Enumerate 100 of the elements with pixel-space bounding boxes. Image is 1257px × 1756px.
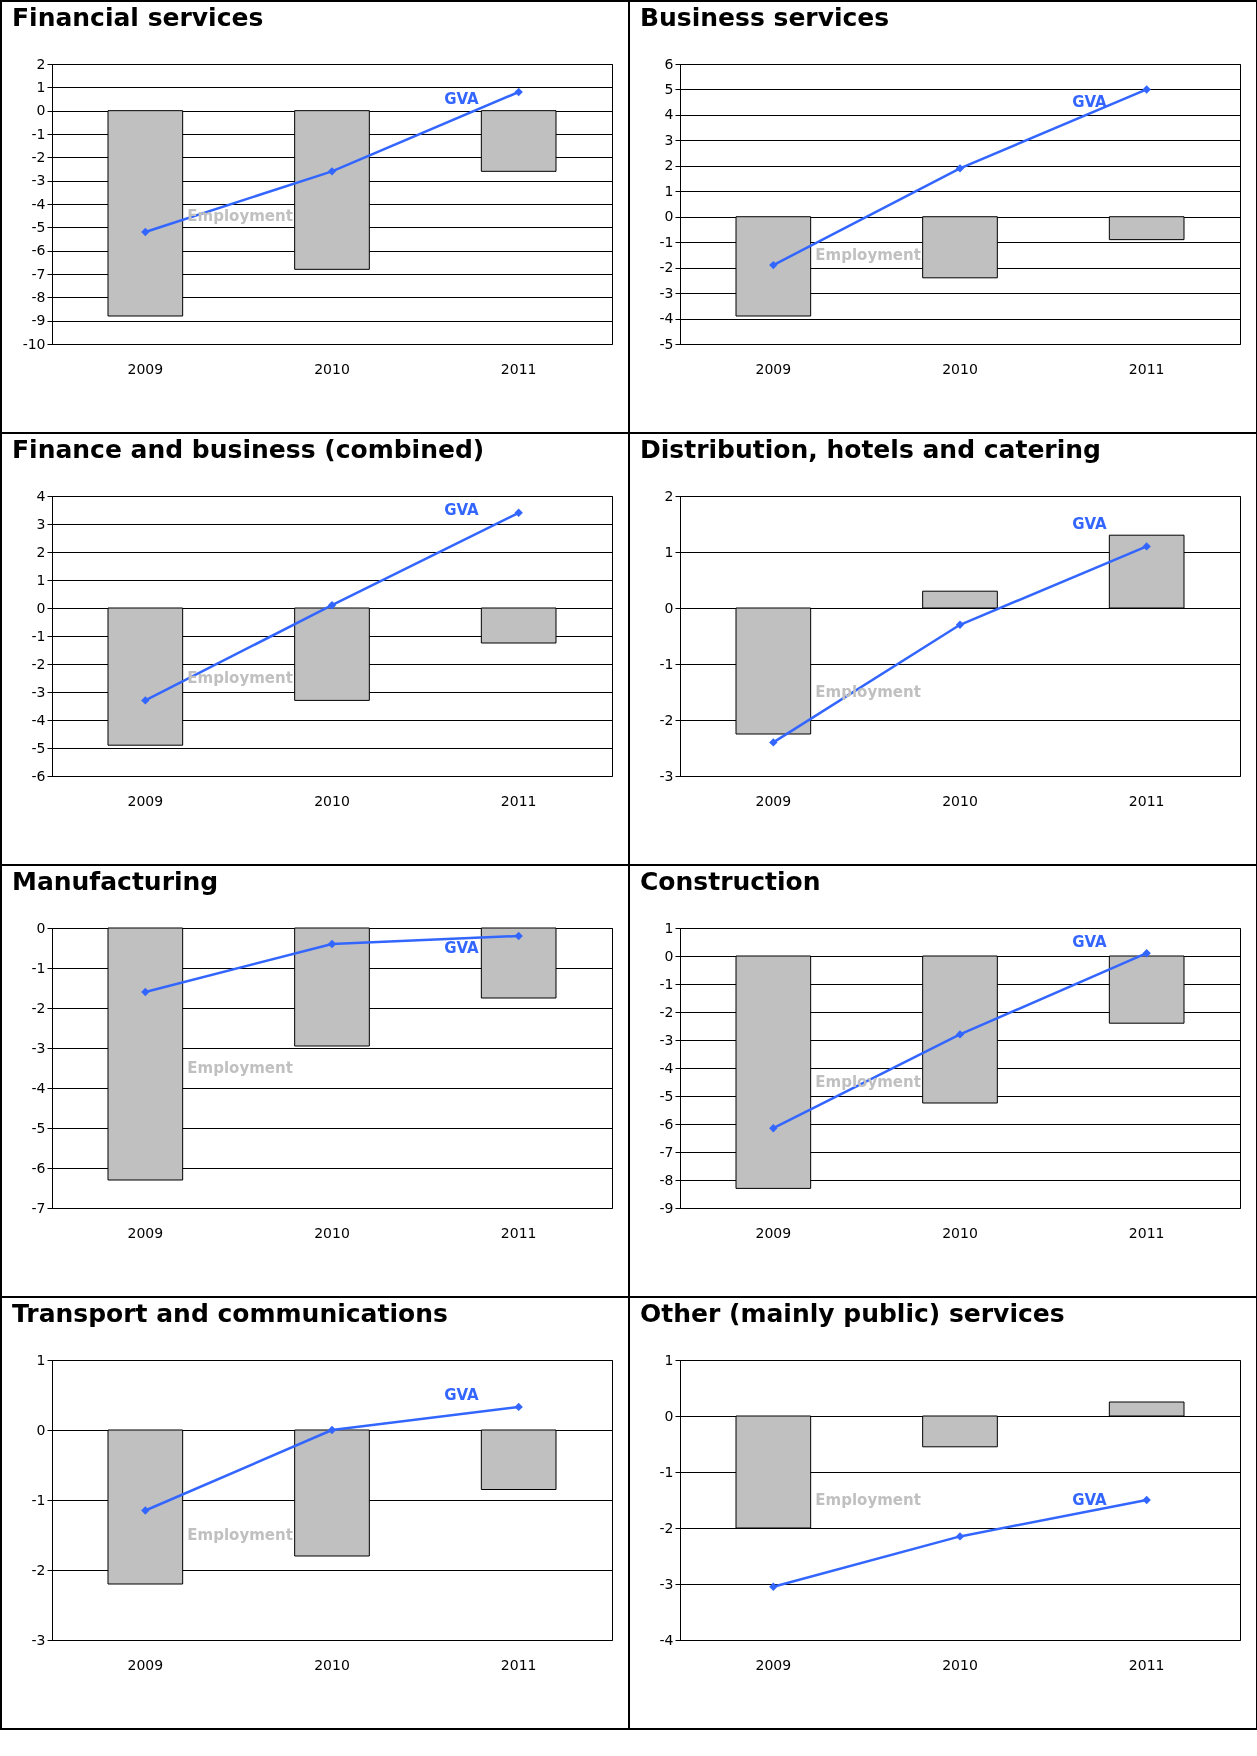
y-tick-label: 0 bbox=[36, 919, 46, 936]
y-tick-label: 0 bbox=[664, 947, 674, 964]
y-tick-label: 1 bbox=[664, 1351, 674, 1368]
y-tick-label: 0 bbox=[664, 1407, 674, 1424]
y-tick-label: 5 bbox=[664, 80, 674, 97]
y-tick-label: -7 bbox=[31, 1199, 46, 1216]
y-tick-label: -4 bbox=[31, 1079, 46, 1096]
y-tick-label: -1 bbox=[31, 959, 46, 976]
y-tick-label: 2 bbox=[36, 543, 46, 560]
y-tick-label: 0 bbox=[664, 599, 674, 616]
y-tick-label: -3 bbox=[659, 767, 674, 784]
y-tick-label: -2 bbox=[31, 655, 46, 672]
y-tick-label: -7 bbox=[659, 1143, 674, 1160]
y-tick-label: -2 bbox=[31, 1561, 46, 1578]
y-tick-label: -1 bbox=[659, 655, 674, 672]
chart-title: Transport and communications bbox=[12, 1299, 448, 1328]
y-tick-label: -3 bbox=[31, 1039, 46, 1056]
series-label: Employment bbox=[187, 1526, 293, 1544]
y-tick-label: -1 bbox=[31, 125, 46, 142]
y-tick-label: -2 bbox=[31, 148, 46, 165]
x-tick-label: 2010 bbox=[314, 1224, 350, 1241]
y-tick-label: -5 bbox=[31, 1119, 46, 1136]
y-tick-label: -3 bbox=[659, 1575, 674, 1592]
y-tick-label: -9 bbox=[659, 1199, 674, 1216]
y-tick-label: 1 bbox=[664, 919, 674, 936]
x-tick-label: 2009 bbox=[755, 360, 792, 377]
y-tick-label: -3 bbox=[31, 1631, 46, 1648]
series-label: GVA bbox=[1072, 1491, 1108, 1509]
chart-title: Manufacturing bbox=[12, 867, 219, 896]
x-tick-label: 2010 bbox=[314, 360, 350, 377]
x-tick-label: 2011 bbox=[1128, 360, 1165, 377]
y-tick-label: 2 bbox=[664, 487, 674, 504]
y-tick-label: -2 bbox=[31, 999, 46, 1016]
chart-title: Financial services bbox=[12, 3, 264, 32]
x-tick-label: 2011 bbox=[500, 792, 537, 809]
y-tick-label: -8 bbox=[659, 1171, 674, 1188]
y-tick-label: 0 bbox=[664, 208, 674, 225]
chart-title: Finance and business (combined) bbox=[12, 435, 485, 464]
y-tick-label: 1 bbox=[36, 78, 46, 95]
y-tick-label: -4 bbox=[659, 1631, 674, 1648]
y-tick-label: -1 bbox=[659, 975, 674, 992]
x-tick-label: 2009 bbox=[127, 360, 164, 377]
y-tick-label: -6 bbox=[31, 242, 46, 259]
y-tick-label: 3 bbox=[664, 131, 674, 148]
x-tick-label: 2011 bbox=[1128, 1224, 1165, 1241]
x-tick-label: 2011 bbox=[1128, 1656, 1165, 1673]
series-label: Employment bbox=[815, 245, 921, 264]
y-tick-label: 0 bbox=[36, 1421, 46, 1438]
y-tick-label: -3 bbox=[31, 683, 46, 700]
x-tick-label: 2010 bbox=[314, 792, 350, 809]
series-label: GVA bbox=[1072, 933, 1108, 951]
x-tick-label: 2011 bbox=[500, 1656, 537, 1673]
series-label: Employment bbox=[815, 1491, 921, 1509]
y-tick-label: -1 bbox=[31, 627, 46, 644]
y-tick-label: -10 bbox=[22, 335, 46, 352]
chart-title: Construction bbox=[640, 867, 821, 896]
y-tick-label: -9 bbox=[31, 312, 46, 329]
y-tick-label: 6 bbox=[664, 55, 674, 72]
series-label: GVA bbox=[444, 939, 480, 957]
x-tick-label: 2010 bbox=[942, 1656, 978, 1673]
x-tick-label: 2011 bbox=[1128, 792, 1165, 809]
y-tick-label: -3 bbox=[659, 1031, 674, 1048]
x-tick-label: 2010 bbox=[314, 1656, 350, 1673]
y-tick-label: -5 bbox=[659, 335, 674, 352]
y-tick-label: 2 bbox=[36, 55, 46, 72]
y-tick-label: -8 bbox=[31, 288, 46, 305]
y-tick-label: -2 bbox=[659, 1003, 674, 1020]
y-tick-label: 1 bbox=[36, 1351, 46, 1368]
y-tick-label: -3 bbox=[31, 172, 46, 189]
y-tick-label: -5 bbox=[31, 218, 46, 235]
y-tick-label: 1 bbox=[664, 543, 674, 560]
series-label: Employment bbox=[187, 206, 293, 225]
x-tick-label: 2009 bbox=[755, 792, 792, 809]
y-tick-label: -2 bbox=[659, 259, 674, 276]
y-tick-label: -5 bbox=[659, 1087, 674, 1104]
y-tick-label: -1 bbox=[659, 233, 674, 250]
y-tick-label: -1 bbox=[659, 1463, 674, 1480]
y-tick-label: -6 bbox=[31, 1159, 46, 1176]
chart-title: Distribution, hotels and catering bbox=[640, 435, 1101, 464]
series-label: Employment bbox=[187, 1059, 293, 1077]
chart-title: Business services bbox=[640, 3, 890, 32]
x-tick-label: 2011 bbox=[500, 360, 537, 377]
y-tick-label: 3 bbox=[36, 515, 46, 532]
y-tick-label: -6 bbox=[659, 1115, 674, 1132]
x-tick-label: 2009 bbox=[127, 1656, 164, 1673]
y-tick-label: -4 bbox=[659, 310, 674, 327]
series-label: GVA bbox=[444, 90, 480, 108]
series-label: GVA bbox=[444, 1386, 480, 1404]
x-tick-label: 2010 bbox=[942, 1224, 978, 1241]
series-label: GVA bbox=[444, 501, 480, 519]
y-tick-label: 1 bbox=[664, 182, 674, 199]
y-tick-label: 2 bbox=[664, 157, 674, 174]
x-tick-label: 2011 bbox=[500, 1224, 537, 1241]
y-tick-label: -5 bbox=[31, 739, 46, 756]
chart-title: Other (mainly public) services bbox=[640, 1299, 1065, 1328]
x-tick-label: 2009 bbox=[755, 1656, 792, 1673]
series-label: GVA bbox=[1072, 93, 1108, 112]
y-tick-label: 0 bbox=[36, 102, 46, 119]
y-tick-label: -4 bbox=[31, 711, 46, 728]
y-tick-label: -7 bbox=[31, 265, 46, 282]
